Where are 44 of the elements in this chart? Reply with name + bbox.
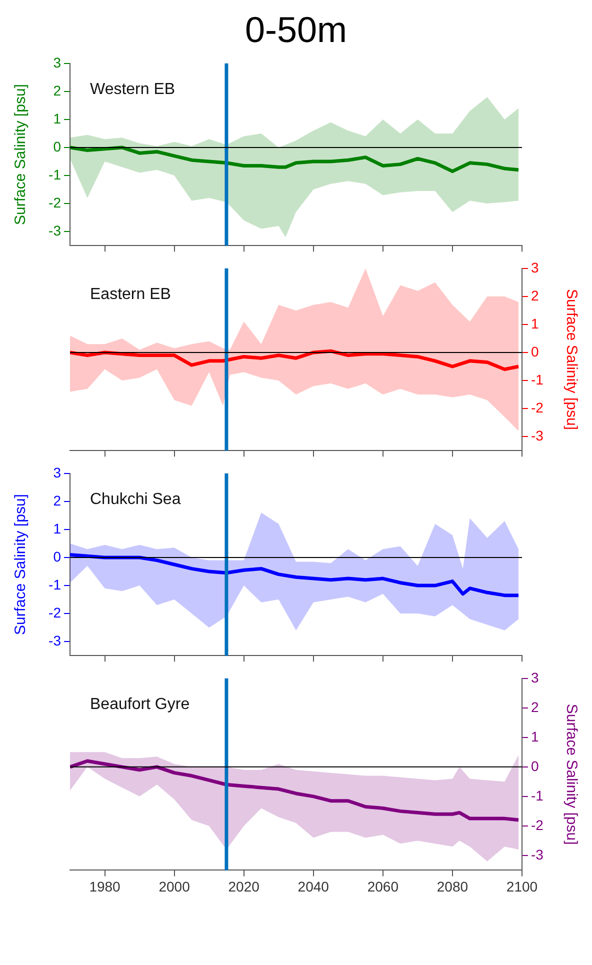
y-tick-label: -1 bbox=[48, 166, 62, 182]
y2-tick-label: 3 bbox=[531, 259, 539, 276]
y-tick-label: 3 bbox=[53, 464, 62, 480]
annotation: Western EB bbox=[90, 80, 176, 98]
x-tick-label: 2000 bbox=[158, 878, 190, 894]
y2-tick-label: 3 bbox=[531, 669, 539, 686]
y2-tick-label: -1 bbox=[531, 787, 544, 804]
y2-tick-label: 0 bbox=[531, 758, 539, 774]
y-axis-title: Surface Salinity [psu] bbox=[12, 494, 30, 635]
x-tick-label: 1980 bbox=[89, 878, 121, 894]
annotation: Beaufort Gyre bbox=[90, 696, 190, 713]
x-tick-label: 2020 bbox=[228, 878, 260, 894]
y2-tick-label: 2 bbox=[531, 698, 539, 715]
y2-tick-label: -2 bbox=[531, 816, 544, 833]
annotation: Eastern EB bbox=[90, 286, 171, 303]
y2-axis-title: Surface Salinity [psu] bbox=[562, 289, 580, 430]
y2-axis-title: Surface Salinity [psu] bbox=[562, 704, 580, 845]
y-tick-label: 0 bbox=[53, 548, 62, 564]
y2-tick-label: -1 bbox=[531, 371, 544, 388]
y2-tick-label: 0 bbox=[531, 343, 539, 360]
y-tick-label: -3 bbox=[48, 222, 62, 238]
y2-tick-label: 2 bbox=[531, 287, 539, 304]
y2-tick-label: 1 bbox=[531, 728, 539, 744]
y-tick-label: 0 bbox=[53, 138, 62, 154]
y-tick-label: 2 bbox=[53, 82, 62, 98]
x-tick-label: 2100 bbox=[506, 878, 538, 894]
y-tick-label: 1 bbox=[53, 110, 62, 126]
y2-tick-label: -3 bbox=[531, 846, 544, 862]
chart-title: 0-50m bbox=[244, 8, 348, 52]
y-tick-label: 3 bbox=[53, 54, 62, 70]
y-tick-label: -3 bbox=[48, 632, 62, 648]
y-tick-label: 1 bbox=[53, 520, 62, 536]
y2-tick-label: 1 bbox=[531, 315, 539, 332]
y-tick-label: -2 bbox=[48, 194, 62, 210]
x-tick-label: 2080 bbox=[436, 878, 468, 894]
y2-tick-label: -3 bbox=[531, 427, 544, 444]
y-tick-label: -1 bbox=[48, 576, 62, 592]
y-axis-title: Surface Salinity [psu] bbox=[12, 84, 30, 225]
y-tick-label: -2 bbox=[48, 604, 62, 620]
x-tick-label: 2040 bbox=[298, 878, 330, 894]
y-tick-label: 2 bbox=[53, 492, 62, 508]
y2-tick-label: -2 bbox=[531, 399, 544, 416]
annotation: Chukchi Sea bbox=[90, 490, 181, 508]
x-tick-label: 2060 bbox=[367, 878, 399, 894]
